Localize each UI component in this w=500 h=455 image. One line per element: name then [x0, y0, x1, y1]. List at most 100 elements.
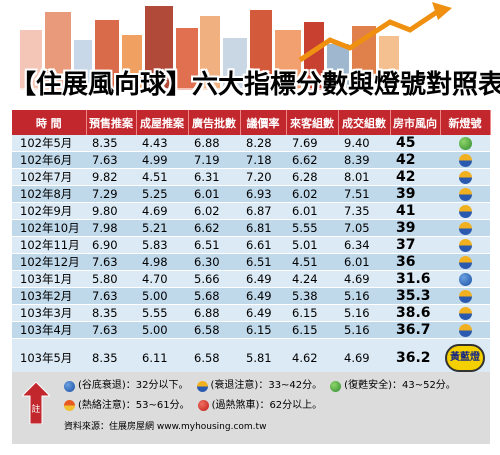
ads-cell: 6.30 [188, 253, 240, 271]
ads-cell: 6.58 [188, 321, 240, 339]
visitors-cell: 6.15 [286, 321, 338, 339]
table-row: 102年10月 7.98 5.21 6.62 6.81 5.55 7.05 39 [12, 219, 490, 237]
bargain-rate-cell: 6.61 [240, 236, 286, 254]
lamp-cell [440, 236, 490, 254]
bargain-rate-cell: 5.81 [240, 338, 286, 377]
market-trend-cell: 39 [390, 219, 440, 237]
ads-cell: 6.31 [188, 168, 240, 186]
visitors-cell: 5.38 [286, 287, 338, 305]
completed-cell: 4.99 [136, 151, 188, 169]
lamp-cell [440, 202, 490, 220]
market-trend-cell: 38.6 [390, 304, 440, 322]
yellow-blue-lamp-icon [458, 188, 472, 201]
ads-cell: 6.51 [188, 236, 240, 254]
red-lamp-icon [197, 400, 209, 411]
presale-cell: 6.90 [86, 236, 136, 254]
bargain-rate-cell: 6.49 [240, 287, 286, 305]
lamp-cell [440, 151, 490, 169]
time-cell: 102年11月 [12, 236, 86, 254]
market-trend-cell: 42 [390, 151, 440, 169]
table-row: 103年4月 7.63 5.00 6.58 6.15 6.15 5.16 36.7 [12, 321, 490, 339]
ads-cell: 6.62 [188, 219, 240, 237]
visitors-cell: 6.02 [286, 185, 338, 203]
presale-cell: 7.63 [86, 321, 136, 339]
time-cell: 102年7月 [12, 168, 86, 186]
lamp-cell [440, 168, 490, 186]
lamp-cell: 黃藍燈 [440, 338, 490, 377]
lamp-cell [440, 253, 490, 271]
lamp-cell [440, 135, 490, 152]
table-row: 102年12月 7.63 4.98 6.30 6.51 4.51 6.01 36 [12, 253, 490, 271]
yellow-blue-lamp-icon [458, 154, 472, 167]
deals-cell: 9.40 [338, 135, 390, 152]
green-lamp-icon [330, 380, 342, 392]
time-cell: 103年5月 [12, 338, 86, 377]
presale-cell: 8.35 [86, 304, 136, 322]
bargain-rate-cell: 6.49 [240, 270, 286, 288]
legend-text: (谷底衰退)：32分以下。 (衰退注意)：33~42分。 (復甦安全)：43~52分… [64, 378, 484, 435]
visitors-cell: 4.24 [286, 270, 338, 288]
presale-cell: 7.63 [86, 287, 136, 305]
header-new-lamp: 新燈號 [440, 110, 491, 135]
presale-cell: 8.35 [86, 338, 136, 377]
table-row: 102年11月 6.90 5.83 6.51 6.61 5.01 6.34 37 [12, 236, 490, 254]
legend-item: (谷底衰退)：32分以下。 [64, 378, 189, 394]
yellow-blue-lamp-icon [458, 307, 472, 320]
table-row: 102年9月 9.80 4.69 6.02 6.87 6.01 7.35 41 [12, 202, 490, 220]
header-deals: 成交組數 [338, 110, 391, 135]
market-trend-cell: 36.2 [390, 338, 440, 377]
table-row: 103年2月 7.63 5.00 5.68 6.49 5.38 5.16 35.3 [12, 287, 490, 305]
legend-item-label: (過熱煞車)：62分以上。 [211, 399, 323, 411]
presale-cell: 8.35 [86, 135, 136, 152]
table-row: 102年8月 7.29 5.25 6.01 6.93 6.02 7.51 39 [12, 185, 490, 203]
legend-item-label: (熱絡注意)：53~61分。 [78, 399, 190, 411]
presale-cell: 7.63 [86, 253, 136, 271]
bargain-rate-cell: 6.87 [240, 202, 286, 220]
header-market-trend: 房市風向 [390, 110, 441, 135]
bargain-rate-cell: 6.15 [240, 321, 286, 339]
ads-cell: 5.66 [188, 270, 240, 288]
deals-cell: 8.39 [338, 151, 390, 169]
table-row: 103年1月 5.80 4.70 5.66 6.49 4.24 4.69 31.6 [12, 270, 490, 288]
presale-cell: 7.63 [86, 151, 136, 169]
city-skyline-illustration [0, 0, 500, 118]
yellow-blue-lamp-icon [458, 205, 472, 218]
visitors-cell: 6.15 [286, 304, 338, 322]
yellow-blue-lamp-icon [458, 222, 472, 235]
table-row: 102年6月 7.63 4.99 7.19 7.18 6.62 8.39 42 [12, 151, 490, 169]
completed-cell: 4.51 [136, 168, 188, 186]
ads-cell: 7.19 [188, 151, 240, 169]
time-cell: 102年5月 [12, 135, 86, 152]
time-cell: 102年6月 [12, 151, 86, 169]
header-banner [0, 0, 500, 118]
market-trend-cell: 36 [390, 253, 440, 271]
lamp-cell [440, 219, 490, 237]
blue-lamp-icon [458, 273, 472, 286]
legend-item-label: (衰退注意)：33~42分。 [210, 380, 323, 391]
bargain-rate-cell: 8.28 [240, 135, 286, 152]
presale-cell: 7.98 [86, 219, 136, 237]
deals-cell: 7.35 [338, 202, 390, 220]
presale-cell: 9.80 [86, 202, 136, 220]
deals-cell: 4.69 [338, 270, 390, 288]
time-cell: 103年2月 [12, 287, 86, 305]
deals-cell: 5.16 [338, 321, 390, 339]
visitors-cell: 4.62 [286, 338, 338, 377]
market-trend-cell: 41 [390, 202, 440, 220]
table-header-row: 時 間 預售推案 成屋推案 廣告批數 議價率 來客組數 成交組數 房市風向 新燈… [12, 110, 491, 135]
market-trend-cell: 35.3 [390, 287, 440, 305]
deals-cell: 7.51 [338, 185, 390, 203]
page-title: 【住展風向球】六大指標分數與燈號對照表 [10, 70, 500, 100]
ads-cell: 5.68 [188, 287, 240, 305]
market-trend-cell: 31.6 [390, 270, 440, 288]
yellow-blue-lamp-icon [196, 380, 208, 392]
table-row: 103年5月 8.35 6.11 6.58 5.81 4.62 4.69 36.2 黃藍燈 [12, 338, 490, 377]
market-trend-cell: 42 [390, 168, 440, 186]
header-visitors: 來客組數 [286, 110, 339, 135]
legend-item-label: (復甦安全)：43~52分。 [344, 380, 456, 391]
bargain-rate-cell: 7.20 [240, 168, 286, 186]
market-trend-cell: 36.7 [390, 321, 440, 339]
time-cell: 103年1月 [12, 270, 86, 288]
ads-cell: 6.58 [188, 338, 240, 377]
presale-cell: 5.80 [86, 270, 136, 288]
